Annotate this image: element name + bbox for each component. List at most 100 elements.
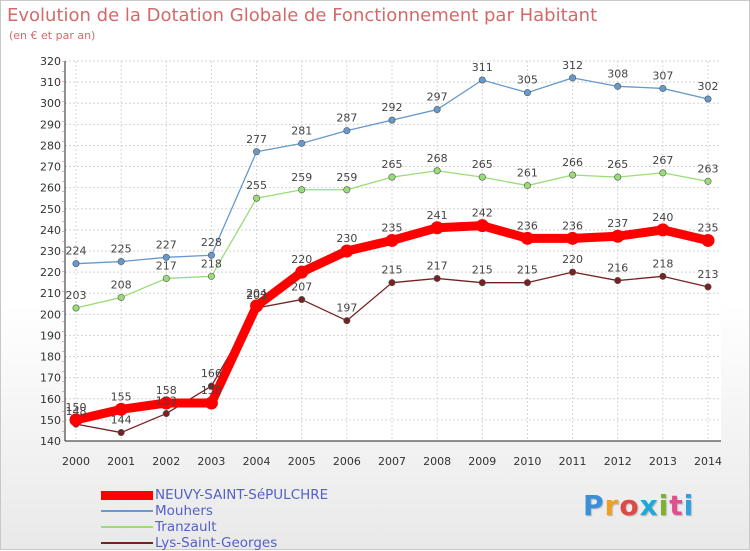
data-label: 213 (698, 268, 719, 281)
data-label: 267 (652, 154, 673, 167)
y-tick-label: 260 (40, 182, 61, 195)
data-label: 237 (607, 217, 628, 230)
legend: NEUVY-SAINT-SéPULCHRE Mouhers Tranzault Lys… (101, 487, 401, 551)
data-label: 150 (66, 401, 87, 414)
y-tick-label: 310 (40, 76, 61, 89)
data-point (478, 173, 486, 181)
data-label: 265 (472, 158, 493, 171)
data-label: 312 (562, 59, 583, 72)
data-point (162, 410, 170, 418)
data-point (659, 272, 667, 280)
data-label: 242 (472, 207, 493, 220)
data-label: 225 (111, 243, 132, 256)
data-point (523, 89, 531, 97)
x-tick-label: 2012 (604, 455, 632, 468)
data-label: 236 (517, 219, 538, 232)
data-label: 197 (336, 302, 357, 315)
data-label: 235 (698, 221, 719, 234)
legend-swatch (101, 526, 153, 528)
data-label: 265 (607, 158, 628, 171)
data-label: 215 (472, 264, 493, 277)
data-label: 207 (291, 281, 312, 294)
data-point (704, 283, 712, 291)
y-tick-label: 180 (40, 351, 61, 364)
y-tick-label: 190 (40, 329, 61, 342)
data-label: 241 (427, 209, 448, 222)
data-point (520, 231, 534, 245)
x-tick-label: 2002 (152, 455, 180, 468)
data-point (250, 299, 264, 313)
y-tick-label: 320 (40, 55, 61, 68)
y-tick-label: 220 (40, 266, 61, 279)
data-point (523, 182, 531, 190)
data-label: 261 (517, 167, 538, 180)
x-tick-label: 2001 (107, 455, 135, 468)
legend-swatch (101, 491, 153, 500)
legend-item: NEUVY-SAINT-SéPULCHRE (101, 487, 401, 503)
y-tick-label: 290 (40, 118, 61, 131)
data-point (162, 253, 170, 261)
data-point (253, 148, 261, 156)
data-label: 297 (427, 91, 448, 104)
data-point (117, 429, 125, 437)
x-tick-label: 2007 (378, 455, 406, 468)
data-point (478, 76, 486, 84)
data-label: 155 (111, 390, 132, 403)
data-point (569, 74, 577, 82)
data-point (659, 84, 667, 92)
data-label: 305 (517, 74, 538, 87)
legend-label: Lys-Saint-Georges (155, 535, 278, 551)
data-point (340, 244, 354, 258)
logo-letter: o (619, 489, 640, 522)
data-point (614, 82, 622, 90)
data-label: 268 (427, 152, 448, 165)
data-label: 307 (652, 69, 673, 82)
x-tick-label: 2010 (513, 455, 541, 468)
data-label: 266 (562, 156, 583, 169)
data-point (704, 177, 712, 185)
data-point (388, 279, 396, 287)
data-point (298, 139, 306, 147)
data-label: 259 (336, 171, 357, 184)
data-point (204, 396, 218, 410)
data-point (611, 229, 625, 243)
data-point (207, 272, 215, 280)
y-tick-label: 160 (40, 393, 61, 406)
y-tick-label: 170 (40, 372, 61, 385)
data-label: 144 (111, 414, 132, 427)
y-tick-label: 240 (40, 224, 61, 237)
x-tick-label: 2006 (333, 455, 361, 468)
data-label: 287 (336, 112, 357, 125)
data-label: 208 (111, 278, 132, 291)
data-label: 220 (291, 253, 312, 266)
data-label: 153 (156, 395, 177, 408)
data-point (704, 95, 712, 103)
data-point (614, 277, 622, 285)
data-label: 292 (382, 101, 403, 114)
data-label: 302 (698, 80, 719, 93)
x-tick-label: 2000 (62, 455, 90, 468)
data-label: 215 (382, 264, 403, 277)
legend-label: NEUVY-SAINT-SéPULCHRE (155, 487, 329, 503)
data-label: 220 (562, 253, 583, 266)
data-point (388, 173, 396, 181)
data-label: 217 (156, 259, 177, 272)
data-point (433, 106, 441, 114)
data-point (614, 173, 622, 181)
legend-label: Mouhers (155, 503, 213, 519)
x-tick-label: 2008 (423, 455, 451, 468)
data-label: 240 (652, 211, 673, 224)
y-tick-label: 200 (40, 308, 61, 321)
data-point (343, 127, 351, 135)
data-point (72, 260, 80, 268)
logo-letter: t (669, 489, 684, 522)
data-label: 236 (562, 219, 583, 232)
x-tick-label: 2014 (694, 455, 722, 468)
data-point (701, 233, 715, 247)
data-label: 217 (427, 259, 448, 272)
data-label: 218 (201, 257, 222, 270)
data-label: 263 (698, 162, 719, 175)
data-label: 158 (201, 384, 222, 397)
legend-item: Mouhers (101, 503, 401, 519)
